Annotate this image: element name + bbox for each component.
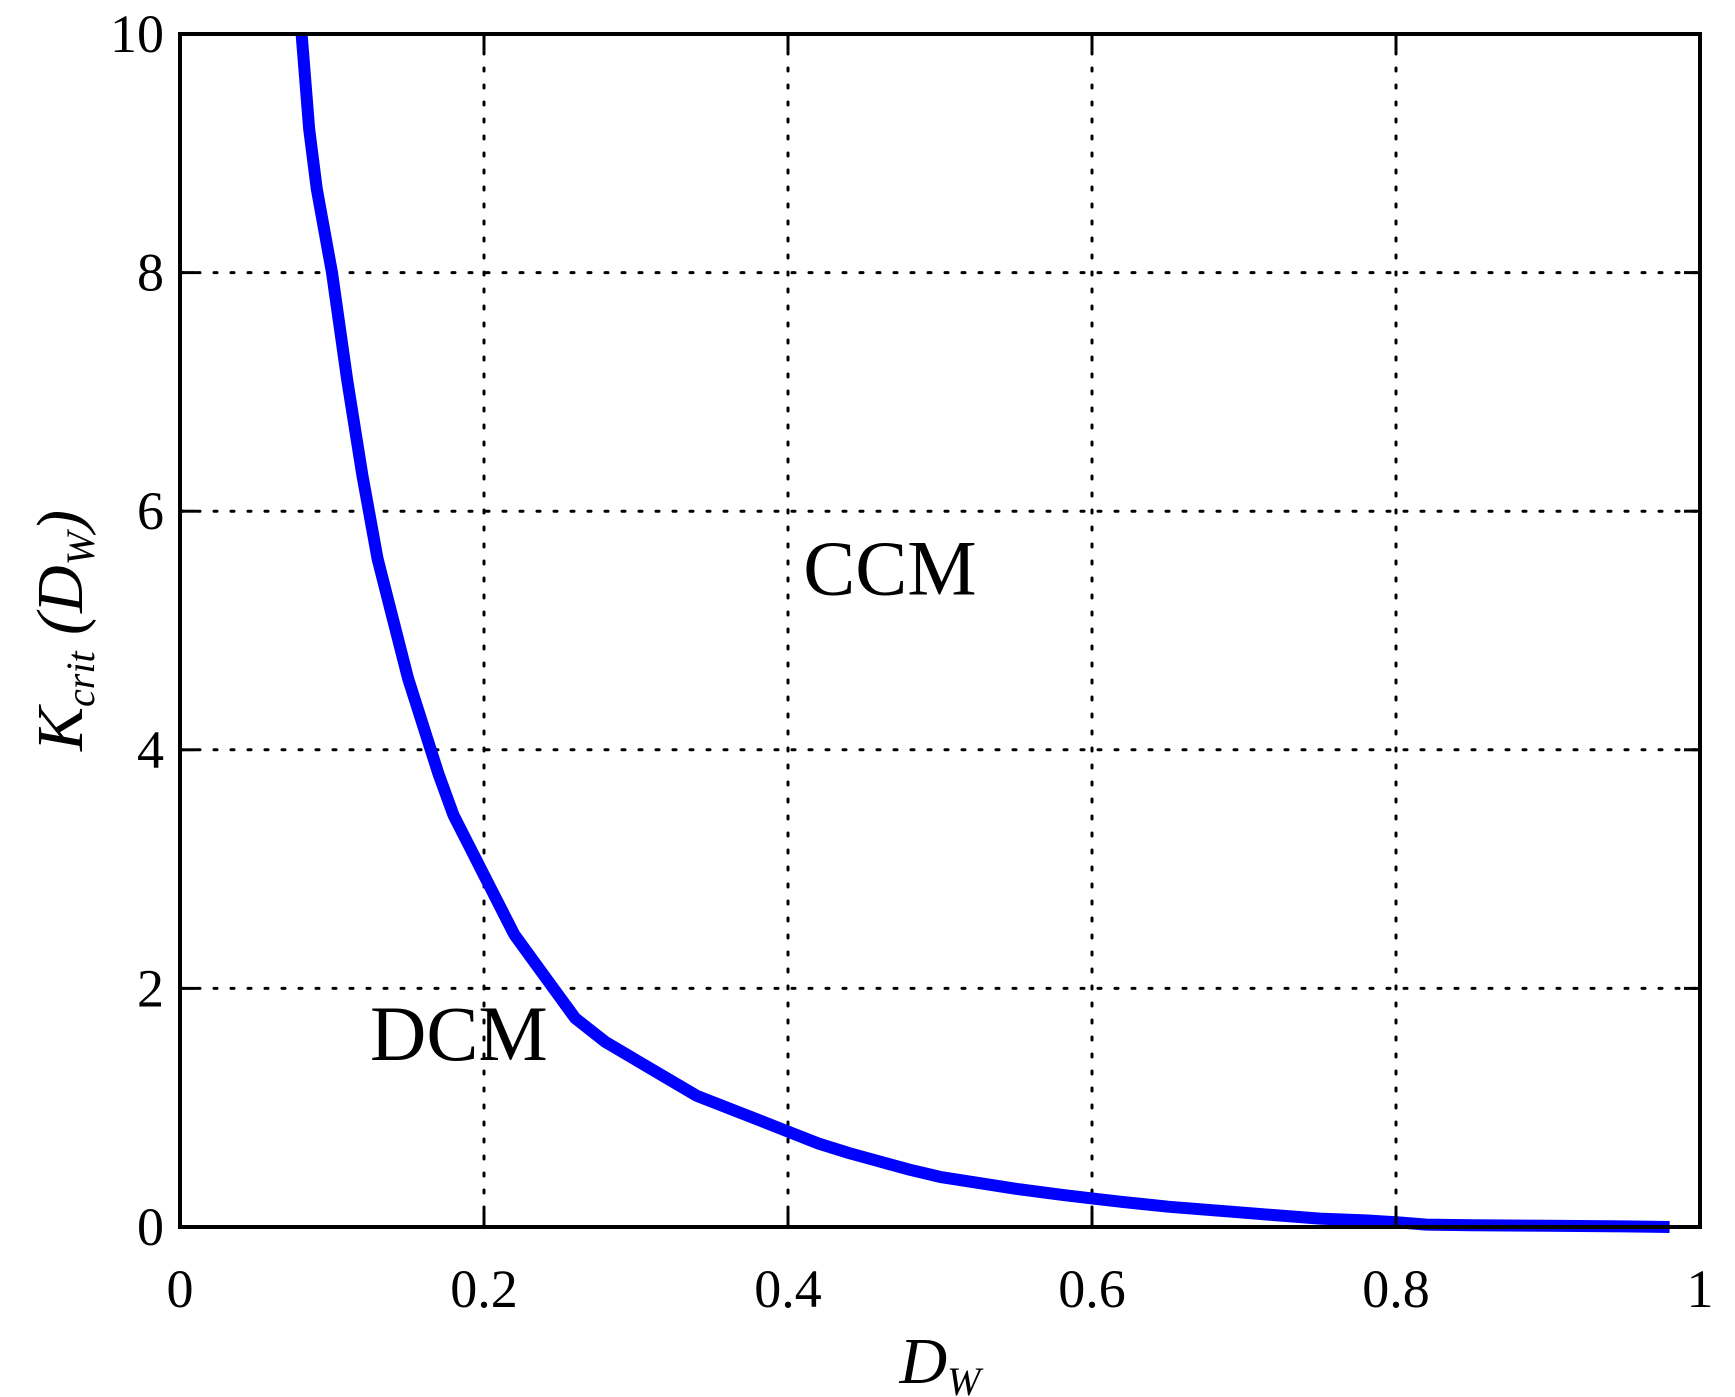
y-tick-label: 10 [110, 4, 164, 64]
y-tick-label: 2 [137, 958, 164, 1018]
region-label-ccm: CCM [803, 525, 976, 612]
x-axis-title: DW [899, 1325, 985, 1397]
y-tick-label: 4 [137, 720, 164, 780]
grid-lines [178, 32, 1702, 1229]
x-tick-label: 0 [167, 1259, 194, 1319]
y-tick-label: 6 [137, 481, 164, 541]
plot-area-frame [178, 32, 1702, 1229]
x-tick-label: 1 [1687, 1259, 1714, 1319]
y-axis-title: Kcrit (DW) [24, 510, 103, 752]
x-tick-label: 0.2 [450, 1259, 518, 1319]
series-layer [295, 33, 1670, 1233]
y-tick-label: 8 [137, 243, 164, 303]
y-tick-label: 0 [137, 1197, 164, 1257]
series-line [295, 33, 1670, 1233]
x-tick-label: 0.6 [1058, 1259, 1126, 1319]
x-tick-label: 0.8 [1362, 1259, 1430, 1319]
x-tick-label: 0.4 [754, 1259, 822, 1319]
region-label-dcm: DCM [370, 990, 548, 1077]
annotations: CCM DCM [370, 525, 977, 1077]
